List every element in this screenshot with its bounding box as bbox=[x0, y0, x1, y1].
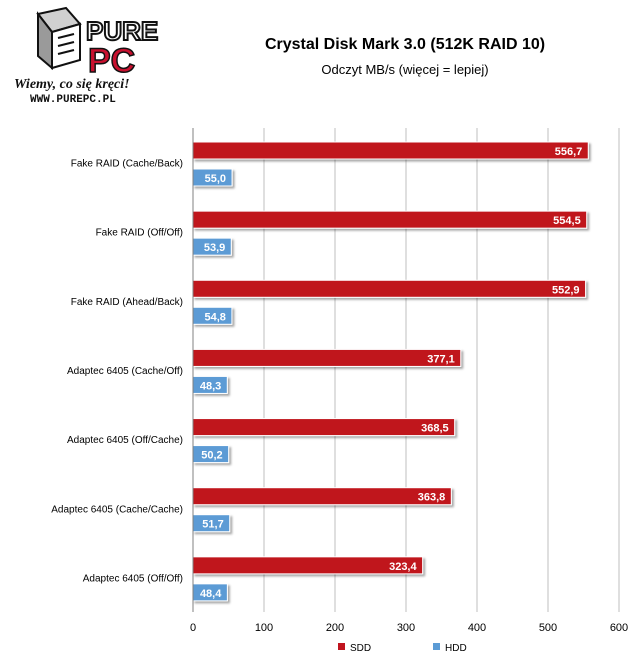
bars: 556,7 55,0 554,5 53,9 552,9 54,8 377,1 48,3 368,… bbox=[192, 141, 589, 602]
data-label: 323,4 bbox=[389, 561, 417, 573]
sdd-bar bbox=[192, 210, 588, 229]
data-label: 363,8 bbox=[418, 492, 446, 504]
x-tick-label: 600 bbox=[610, 622, 628, 634]
x-tick-label: 200 bbox=[326, 622, 344, 634]
sdd-bar bbox=[192, 348, 462, 367]
sdd-bar bbox=[192, 418, 456, 437]
category-label: Adaptec 6405 (Cache/Off) bbox=[67, 366, 183, 377]
logo-brand-bottom: PC bbox=[88, 42, 135, 80]
sdd-bar bbox=[192, 279, 587, 298]
legend-label-sdd: SDD bbox=[350, 643, 371, 654]
data-label: 50,2 bbox=[201, 450, 222, 462]
x-tick-label: 0 bbox=[190, 622, 196, 634]
category-label: Fake RAID (Ahead/Back) bbox=[71, 297, 183, 308]
data-label: 368,5 bbox=[421, 423, 449, 435]
x-tick-label: 500 bbox=[539, 622, 557, 634]
data-label: 53,9 bbox=[204, 242, 225, 254]
category-label: Fake RAID (Off/Off) bbox=[96, 228, 183, 239]
category-label: Adaptec 6405 (Off/Off) bbox=[83, 573, 183, 584]
logo-slogan: Wiemy, co się kręci! bbox=[14, 77, 130, 92]
legend: SDD HDD bbox=[338, 643, 467, 654]
x-axis: 0 100 200 300 400 500 600 Fake RAID (Cache/Back… bbox=[51, 128, 628, 634]
logo-url: WWW.PUREPC.PL bbox=[30, 94, 116, 106]
x-tick-label: 400 bbox=[468, 622, 486, 634]
chart-title: Crystal Disk Mark 3.0 (512K RAID 10) bbox=[264, 36, 546, 53]
data-label: 556,7 bbox=[555, 146, 583, 158]
data-label: 377,1 bbox=[427, 353, 455, 365]
data-label: 48,4 bbox=[200, 588, 222, 600]
logo-cube-icon bbox=[36, 6, 82, 71]
purepc-logo-graphic: PURE PC Wiemy, co się kręci! WWW.PUREPC.… bbox=[14, 6, 159, 106]
legend-swatch-sdd bbox=[338, 643, 345, 650]
data-label: 554,5 bbox=[553, 215, 581, 227]
data-label: 552,9 bbox=[552, 284, 580, 296]
sdd-bar bbox=[192, 487, 452, 506]
data-label: 48,3 bbox=[200, 380, 221, 392]
legend-label-hdd: HDD bbox=[445, 643, 467, 654]
logo-brand-top: PURE bbox=[86, 16, 158, 46]
category-label: Adaptec 6405 (Cache/Cache) bbox=[51, 504, 183, 515]
sdd-bar bbox=[192, 141, 589, 160]
legend-swatch-hdd bbox=[433, 643, 440, 650]
data-label: 54,8 bbox=[204, 311, 225, 323]
purepc-logo: PURE PC Wiemy, co się kręci! WWW.PUREPC.… bbox=[8, 6, 178, 106]
category-label: Adaptec 6405 (Off/Cache) bbox=[67, 435, 183, 446]
grid-lines bbox=[192, 128, 620, 612]
category-label: Fake RAID (Cache/Back) bbox=[71, 159, 183, 170]
chart-subtitle: Odczyt MB/s (więcej = lepiej) bbox=[321, 62, 489, 77]
x-tick-label: 100 bbox=[255, 622, 273, 634]
data-label: 51,7 bbox=[202, 519, 223, 531]
x-tick-label: 300 bbox=[397, 622, 415, 634]
data-label: 55,0 bbox=[205, 173, 226, 185]
